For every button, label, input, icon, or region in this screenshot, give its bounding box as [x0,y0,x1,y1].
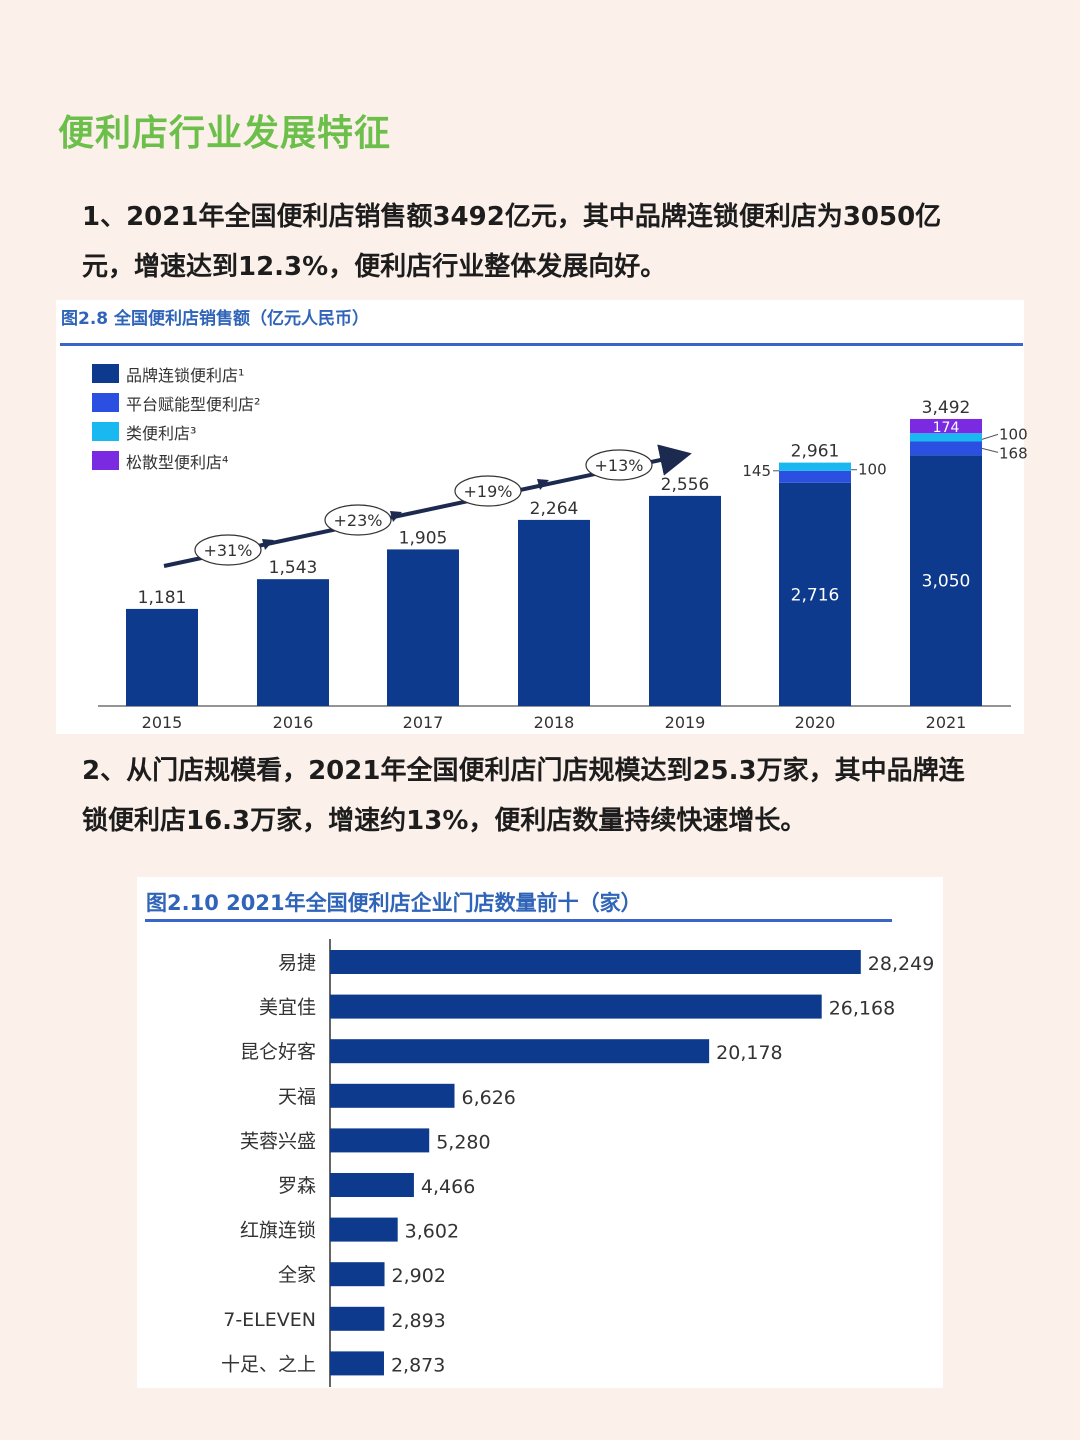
paragraph-sales: 1、2021年全国便利店销售额3492亿元，其中品牌连锁便利店为3050亿元，增… [82,202,942,282]
x-tick-2021: 2021 [926,713,967,732]
chart-sales-title: 图2.8 全国便利店销售额（亿元人民币） [61,309,370,329]
growth-label-2: +19% [464,482,513,501]
bar-2 [330,1039,710,1064]
category-label-1: 美宜佳 [259,997,316,1019]
paragraph-stores: 2、从门店规模看，2021年全国便利店门店规模达到25.3万家，其中品牌连锁便利… [82,756,965,836]
growth-bubble-0 [194,534,262,566]
value-label-1: 26,168 [829,998,895,1020]
legend-swatch-0 [92,364,119,383]
legend-label-1: 平台赋能型便利店² [126,395,260,414]
category-label-7: 全家 [278,1264,316,1286]
bar-2021-series-3 [910,418,982,434]
growth-bubble-2 [454,475,522,507]
chart-sales-panel: 图2.8 全国便利店销售额（亿元人民币） 2015 1,181 2016 1,543 2… [56,300,1028,734]
bar-7 [330,1262,385,1287]
segment-label-2021-platform: 168 [999,444,1028,462]
bar-4 [330,1128,430,1153]
bar-2021-series-2 [910,433,982,442]
x-tick-2018: 2018 [534,713,575,732]
growth-bubble-3 [585,449,653,481]
x-tick-2020: 2020 [795,713,836,732]
page-title: 便利店行业发展特征 [58,113,392,154]
category-label-5: 罗森 [278,1175,316,1197]
total-label-2018: 2,264 [530,499,579,519]
bar-0 [330,950,861,974]
category-label-9: 十足、之上 [221,1353,316,1375]
growth-bubble-1 [324,504,392,536]
growth-label-0: +31% [204,541,253,560]
legend-swatch-2 [92,422,119,441]
total-label-2019: 2,556 [661,475,710,495]
bar-2020-series-2 [779,462,851,471]
bar-2016-series-0 [257,579,329,706]
bar-2015-series-0 [126,608,198,706]
legend-label-0: 品牌连锁便利店¹ [126,366,244,385]
total-label-2015: 1,181 [138,588,187,608]
value-label-0: 28,249 [868,953,934,975]
growth-label-1: +23% [334,511,383,530]
growth-arrow-tick-2 [537,479,549,490]
chart-stores-panel: 图2.10 2021年全国便利店企业门店数量前十（家） 易捷 28,249 美宜佳 2… [137,877,943,1388]
bar-2021-series-0 [910,455,982,706]
bar-8 [330,1306,385,1331]
inner-label-2020: 2,716 [791,585,840,605]
legend-swatch-3 [92,451,119,470]
total-label-2020: 2,961 [791,442,840,462]
value-label-8: 2,893 [391,1310,445,1332]
total-label-2016: 1,543 [269,558,318,578]
value-label-7: 2,902 [392,1265,446,1287]
legend-label-2: 类便利店³ [126,424,196,443]
bar-1 [330,994,822,1019]
segment-label-2020-class: 100 [858,461,887,479]
bar-6 [330,1217,398,1242]
value-label-6: 3,602 [405,1221,459,1243]
value-label-9: 2,873 [391,1354,445,1376]
segment-label-2021-scattered: 174 [933,420,960,436]
chart-stores-title: 图2.10 2021年全国便利店企业门店数量前十（家） [146,891,642,915]
value-label-2: 20,178 [716,1042,782,1064]
bar-2017-series-0 [387,549,459,706]
bar-9 [330,1351,384,1376]
category-label-4: 芙蓉兴盛 [240,1130,316,1152]
growth-arrow-tick-0 [262,539,274,550]
chart-stores-title-rule [145,919,892,922]
bar-3 [330,1083,455,1108]
chart-sales-title-rule [60,343,1023,346]
leader-2021-class [981,433,999,440]
bar-2020-series-1 [779,470,851,483]
bar-2021-series-1 [910,441,982,456]
growth-label-3: +13% [595,456,644,475]
category-label-2: 昆仑好客 [240,1041,316,1063]
value-label-3: 6,626 [462,1087,516,1109]
x-tick-2016: 2016 [273,713,314,732]
segment-label-2020-platform: 145 [742,462,771,480]
legend-label-3: 松散型便利店⁴ [126,453,228,472]
x-tick-2015: 2015 [142,713,183,732]
leader-2021-platform [981,447,999,453]
growth-arrow-tick-1 [390,511,402,522]
total-label-2017: 1,905 [399,528,448,548]
x-tick-2019: 2019 [665,713,706,732]
x-tick-2017: 2017 [403,713,444,732]
bar-2020-series-0 [779,482,851,706]
total-label-2021: 3,492 [922,398,971,418]
bar-5 [330,1173,414,1197]
chart-stores-svg: 易捷 28,249 美宜佳 26,168 昆仑好客 20,178 天福 6,626 芙蓉兴盛 5,… [221,939,934,1387]
legend-swatch-1 [92,393,119,412]
category-label-3: 天福 [278,1086,316,1108]
category-label-0: 易捷 [278,952,316,974]
chart-sales-svg: 2015 1,181 2016 1,543 2017 1,905 2018 2,264 2019… [92,364,1028,732]
value-label-4: 5,280 [436,1131,490,1153]
bar-2018-series-0 [518,519,590,706]
category-label-6: 红旗连锁 [240,1220,316,1242]
inner-label-2021: 3,050 [922,572,971,592]
category-label-8: 7-ELEVEN [223,1309,316,1331]
value-label-5: 4,466 [421,1176,475,1198]
bar-2019-series-0 [649,495,721,706]
segment-label-2021-class: 100 [999,425,1028,443]
